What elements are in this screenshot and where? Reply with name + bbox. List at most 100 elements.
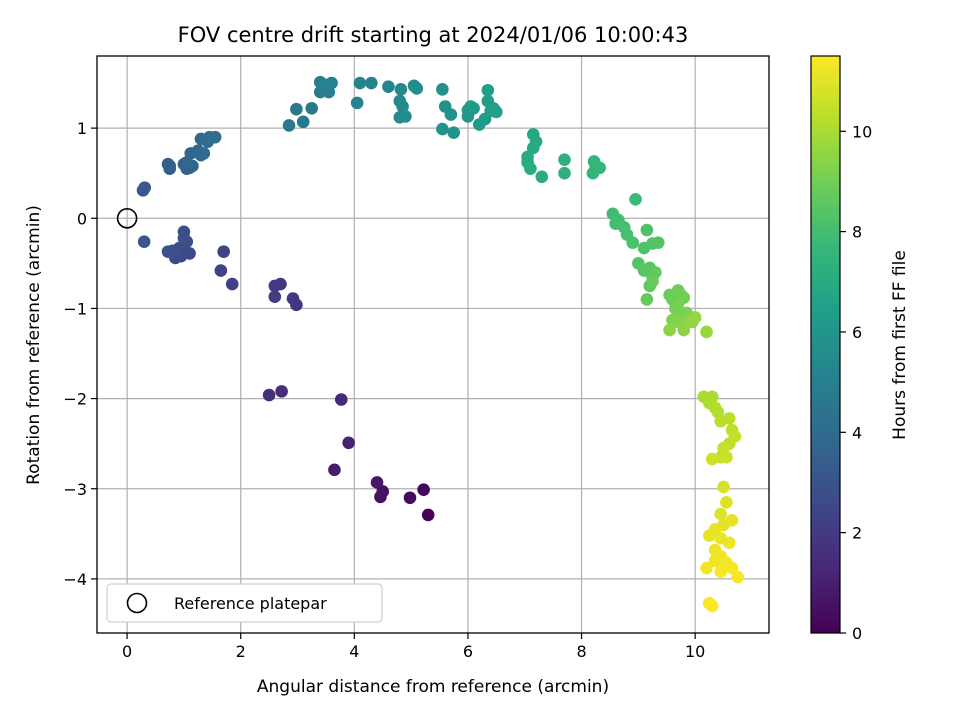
reference-platepar-marker [116, 207, 138, 229]
data-point [161, 245, 175, 258]
legend-label: Reference platepar [174, 594, 327, 613]
data-point [731, 570, 745, 584]
legend: Reference platepar [106, 583, 383, 623]
data-point [201, 135, 215, 148]
data-point [137, 235, 151, 249]
data-point [526, 141, 540, 155]
y-tick-label: 0 [77, 209, 87, 228]
data-point [382, 80, 395, 93]
colorbar-tick-label: 8 [852, 223, 862, 242]
data-point [286, 292, 300, 305]
y-tick-label: −2 [63, 390, 87, 409]
x-tick-label: 2 [236, 642, 246, 661]
data-point [714, 507, 728, 521]
data-point [722, 536, 736, 550]
y-axis-label: Rotation from reference (arcmin) [24, 205, 44, 485]
data-point [725, 561, 739, 575]
data-point [708, 554, 722, 568]
data-point [490, 105, 503, 119]
data-point [447, 126, 461, 139]
colorbar-tick-label: 4 [852, 423, 862, 442]
colorbar-tick-label: 2 [852, 524, 862, 543]
data-point [410, 82, 424, 95]
colorbar-gradient [810, 55, 841, 634]
data-point [720, 450, 733, 464]
data-point [334, 393, 348, 406]
data-point [640, 223, 654, 237]
data-point [728, 430, 742, 443]
data-point [481, 83, 495, 97]
data-point [177, 225, 191, 239]
data-point [640, 293, 654, 306]
data-point [417, 483, 430, 496]
data-point [296, 115, 310, 129]
data-point [700, 561, 713, 575]
data-point [282, 119, 296, 132]
grid-lines [97, 56, 769, 633]
data-point [436, 122, 449, 136]
data-point [394, 83, 408, 96]
data-point [700, 325, 713, 339]
y-tick-label: −4 [63, 570, 87, 589]
data-point [593, 161, 607, 175]
data-point [714, 565, 728, 578]
data-point [705, 452, 719, 466]
data-point [370, 476, 384, 489]
data-point [290, 102, 303, 116]
data-point [524, 162, 537, 175]
data-point [138, 181, 152, 194]
chart-title: FOV centre drift starting at 2024/01/06 … [178, 23, 689, 47]
data-point [353, 76, 367, 90]
data-point [651, 236, 665, 249]
x-tick-label: 4 [349, 642, 359, 661]
y-tick-label: −3 [63, 480, 87, 499]
colorbar-ticks: 0 2 4 6 8 10 [840, 122, 872, 643]
data-point [626, 236, 639, 249]
data-point [720, 495, 733, 509]
data-point [717, 480, 730, 494]
x-tick-label: 6 [463, 642, 473, 661]
data-point [629, 193, 642, 206]
data-point [703, 529, 716, 542]
data-point [328, 463, 341, 477]
colorbar-tick-label: 0 [852, 624, 862, 643]
x-tick-label: 10 [685, 642, 705, 661]
data-point [396, 100, 409, 113]
data-point [163, 159, 177, 173]
x-axis-ticks: 0 2 4 6 8 10 [122, 633, 705, 661]
data-point [558, 153, 571, 166]
colorbar-label: Hours from first FF file [890, 250, 910, 440]
data-point [464, 100, 478, 113]
data-point [725, 514, 739, 527]
data-point [421, 508, 435, 522]
y-tick-label: −1 [63, 299, 87, 318]
data-point [403, 491, 417, 505]
data-point [399, 110, 412, 123]
colorbar-tick-label: 6 [852, 323, 862, 342]
data-point [275, 385, 288, 398]
data-point [268, 290, 282, 304]
data-points [136, 75, 745, 613]
data-point [663, 323, 676, 337]
data-point [305, 101, 319, 115]
data-point [262, 388, 276, 402]
data-point [722, 412, 736, 425]
data-point [705, 599, 719, 613]
colorbar-tick-label: 10 [852, 122, 872, 141]
data-point [436, 83, 449, 96]
data-point [646, 275, 659, 288]
data-point [558, 166, 571, 180]
data-point [688, 311, 702, 324]
data-point [677, 323, 691, 337]
data-point [365, 76, 378, 90]
x-axis-label: Angular distance from reference (arcmin) [257, 677, 609, 697]
x-tick-label: 8 [576, 642, 586, 661]
y-tick-label: 1 [77, 119, 87, 138]
data-point [320, 78, 334, 92]
colorbar: 0 2 4 6 8 10 Hours from first FF file [810, 55, 910, 643]
data-point [214, 264, 228, 277]
data-point [444, 108, 458, 121]
data-point [197, 147, 211, 160]
legend-marker [126, 592, 148, 614]
